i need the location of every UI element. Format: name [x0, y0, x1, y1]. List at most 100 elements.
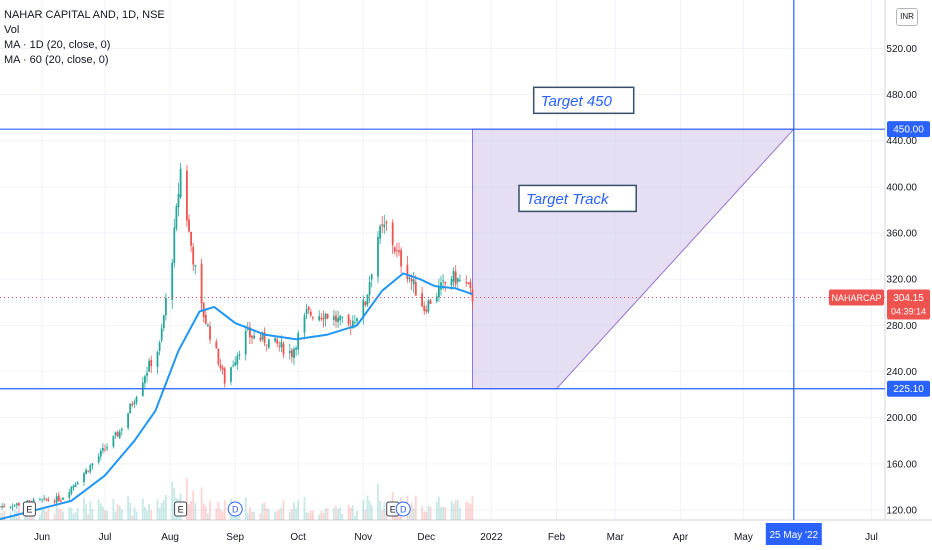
candle-body [280, 341, 283, 348]
y-tick-label: 440.00 [886, 136, 917, 147]
target-zone [472, 128, 795, 390]
candle-body [356, 318, 358, 322]
candle-body [3, 505, 6, 508]
candle-body [129, 403, 132, 414]
volume-bar [60, 509, 62, 520]
volume-bar [41, 509, 43, 520]
candle-body [324, 313, 327, 319]
candle-body [114, 432, 117, 436]
candle-body [221, 367, 224, 370]
candle-body [406, 264, 409, 280]
volume-bar [76, 508, 79, 520]
candle-body [28, 500, 31, 502]
volume-bar [467, 502, 470, 520]
volume-bar [215, 508, 218, 520]
grid [0, 0, 932, 521]
annotation-note[interactable]: Target 450 [532, 86, 635, 115]
legend-ma-60[interactable]: MA · 60 (20, close, 0) [4, 54, 109, 66]
volume-bar [83, 497, 85, 520]
legend-symbol[interactable]: NAHAR CAPITAL AND, 1D, NSE [4, 9, 165, 21]
volume-bar [133, 506, 136, 520]
earnings-marker[interactable] [174, 501, 188, 517]
volume-bar [53, 513, 56, 520]
candle-body [238, 354, 241, 356]
candle-body [76, 482, 79, 485]
volume-bar [427, 505, 430, 520]
volume-bar [351, 505, 354, 520]
y-tick-label: 480.00 [886, 90, 917, 101]
candle-body [188, 219, 190, 232]
candle-body [253, 335, 255, 339]
volume-bar [112, 498, 115, 520]
candle-body [251, 335, 253, 338]
x-tick-label: Mar [607, 532, 625, 543]
candle-body [442, 280, 444, 282]
candle-body [133, 402, 136, 405]
annotation-note[interactable]: Target Track [518, 184, 637, 213]
candle-body [391, 222, 394, 246]
target-zone-shape[interactable] [472, 128, 795, 390]
volume-bar [45, 511, 48, 520]
annotation-text: Target 450 [541, 93, 613, 110]
volume-bar [421, 506, 423, 520]
dividend-marker[interactable] [395, 501, 411, 517]
volume-bar [274, 511, 276, 520]
time-axis: Jun Jul Aug Sep Oct Nov Dec 2022 Feb Mar Apr May Jul [34, 532, 878, 543]
volume-bar [114, 511, 117, 520]
volume-bar [469, 504, 472, 520]
candle-body [190, 231, 192, 246]
volume-bar [72, 513, 75, 520]
candle-body [398, 250, 400, 253]
volume-bar [410, 502, 413, 520]
currency-badge[interactable]: INR [896, 8, 918, 26]
volume-bar [127, 496, 129, 520]
x-tick-label: Aug [161, 532, 179, 543]
candle-body [288, 350, 291, 354]
candle-body [148, 360, 150, 372]
date-tag [765, 523, 822, 545]
candle-body [41, 499, 43, 501]
y-tick-label: 360.00 [886, 229, 917, 240]
x-tick-label: Jul [99, 532, 112, 543]
volume-bar [435, 501, 438, 520]
volume-bar [318, 514, 321, 520]
countdown-label: 04:39:14 [891, 306, 926, 316]
candle-body [364, 301, 367, 306]
candle-body [60, 500, 62, 502]
legend-volume[interactable]: Vol [4, 24, 20, 36]
volume-bar [263, 502, 266, 520]
candle-body [412, 279, 415, 285]
candle-body [89, 465, 92, 472]
earnings-marker[interactable] [22, 501, 36, 517]
candle-body [291, 350, 293, 357]
candle-body [83, 473, 85, 483]
candle-body [74, 484, 77, 487]
candle-body [278, 345, 281, 347]
volume-bar [267, 509, 270, 520]
candle-body [322, 317, 325, 320]
dividend-marker[interactable] [227, 501, 243, 517]
ma-line[interactable] [0, 272, 473, 521]
candle-body [70, 486, 73, 494]
candle-body [396, 249, 398, 251]
annotation-text: Target Track [526, 191, 610, 208]
volume-bar [414, 495, 417, 520]
candle-body [104, 449, 106, 451]
candle-body [362, 299, 365, 319]
volume-bar [11, 515, 14, 520]
candle-body [429, 299, 432, 304]
volume-bar [99, 503, 102, 520]
y-tick-label: 320.00 [886, 275, 917, 286]
volume-bar [444, 507, 447, 520]
legend-ma-1d[interactable]: MA · 1D (20, close, 0) [4, 39, 111, 51]
candle-body [158, 342, 161, 351]
current-price-tag [887, 289, 930, 320]
candle-body [354, 321, 356, 323]
volume-bar [293, 502, 295, 520]
volume-bar [91, 508, 94, 520]
candle-body [295, 347, 297, 350]
candle-body [379, 226, 381, 239]
candle-body [385, 221, 388, 224]
